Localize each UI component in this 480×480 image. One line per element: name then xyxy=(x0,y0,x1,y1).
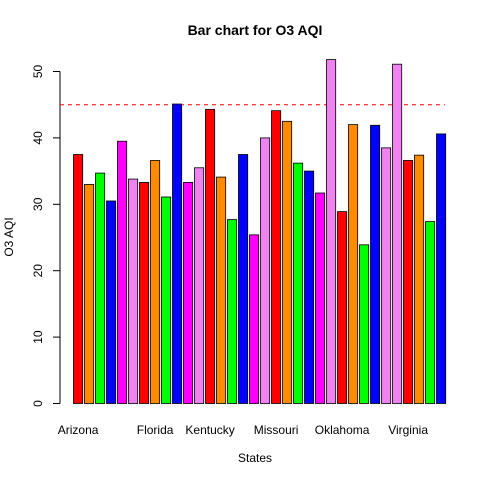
y-tick-label: 30 xyxy=(31,197,45,211)
bar xyxy=(73,154,84,404)
bar xyxy=(370,124,381,404)
bar xyxy=(216,176,227,404)
x-tick-label: Missouri xyxy=(254,423,299,437)
bar xyxy=(128,178,139,404)
bar xyxy=(359,244,370,404)
bar xyxy=(392,63,403,404)
bar xyxy=(238,154,249,404)
bar xyxy=(205,108,216,404)
bar xyxy=(227,219,238,404)
bar xyxy=(106,200,117,404)
bar xyxy=(183,181,194,404)
bar xyxy=(84,183,95,404)
bar xyxy=(304,170,315,404)
bar xyxy=(403,160,414,404)
bar xyxy=(249,234,260,404)
bar xyxy=(425,221,436,404)
y-tick-label: 50 xyxy=(31,65,45,79)
bar xyxy=(414,154,425,404)
x-tick-label: Kentucky xyxy=(185,423,234,437)
chart-title: Bar chart for O3 AQI xyxy=(188,22,323,38)
bar xyxy=(194,167,205,404)
x-tick-label: Florida xyxy=(137,423,174,437)
y-tick-label: 20 xyxy=(31,264,45,278)
bar xyxy=(348,124,359,404)
bar xyxy=(161,196,172,404)
y-tick-label: 10 xyxy=(31,330,45,344)
bar xyxy=(293,162,304,404)
bar xyxy=(150,160,161,404)
bar xyxy=(381,147,392,404)
x-tick-label: Virginia xyxy=(388,423,428,437)
bar xyxy=(326,59,337,404)
bar xyxy=(260,137,271,404)
y-axis-label: O3 AQI xyxy=(2,217,16,256)
bar xyxy=(271,110,282,404)
bar xyxy=(436,133,447,404)
x-axis-label: States xyxy=(238,451,272,465)
y-tick-label: 0 xyxy=(31,400,45,407)
bar xyxy=(95,172,106,404)
bars-group xyxy=(73,59,447,404)
bar xyxy=(117,140,128,404)
y-tick-label: 40 xyxy=(31,131,45,145)
bar xyxy=(172,103,183,404)
x-tick-label: Oklahoma xyxy=(315,423,370,437)
x-tick-labels: Arizona Florida Kentucky Missouri Oklahoma Vi… xyxy=(58,423,429,437)
bar xyxy=(337,211,348,404)
bar xyxy=(282,120,293,404)
x-tick-label: Arizona xyxy=(58,423,99,437)
y-axis: 0 10 20 30 40 50 xyxy=(31,65,61,407)
bar xyxy=(139,181,150,404)
bar xyxy=(315,192,326,404)
